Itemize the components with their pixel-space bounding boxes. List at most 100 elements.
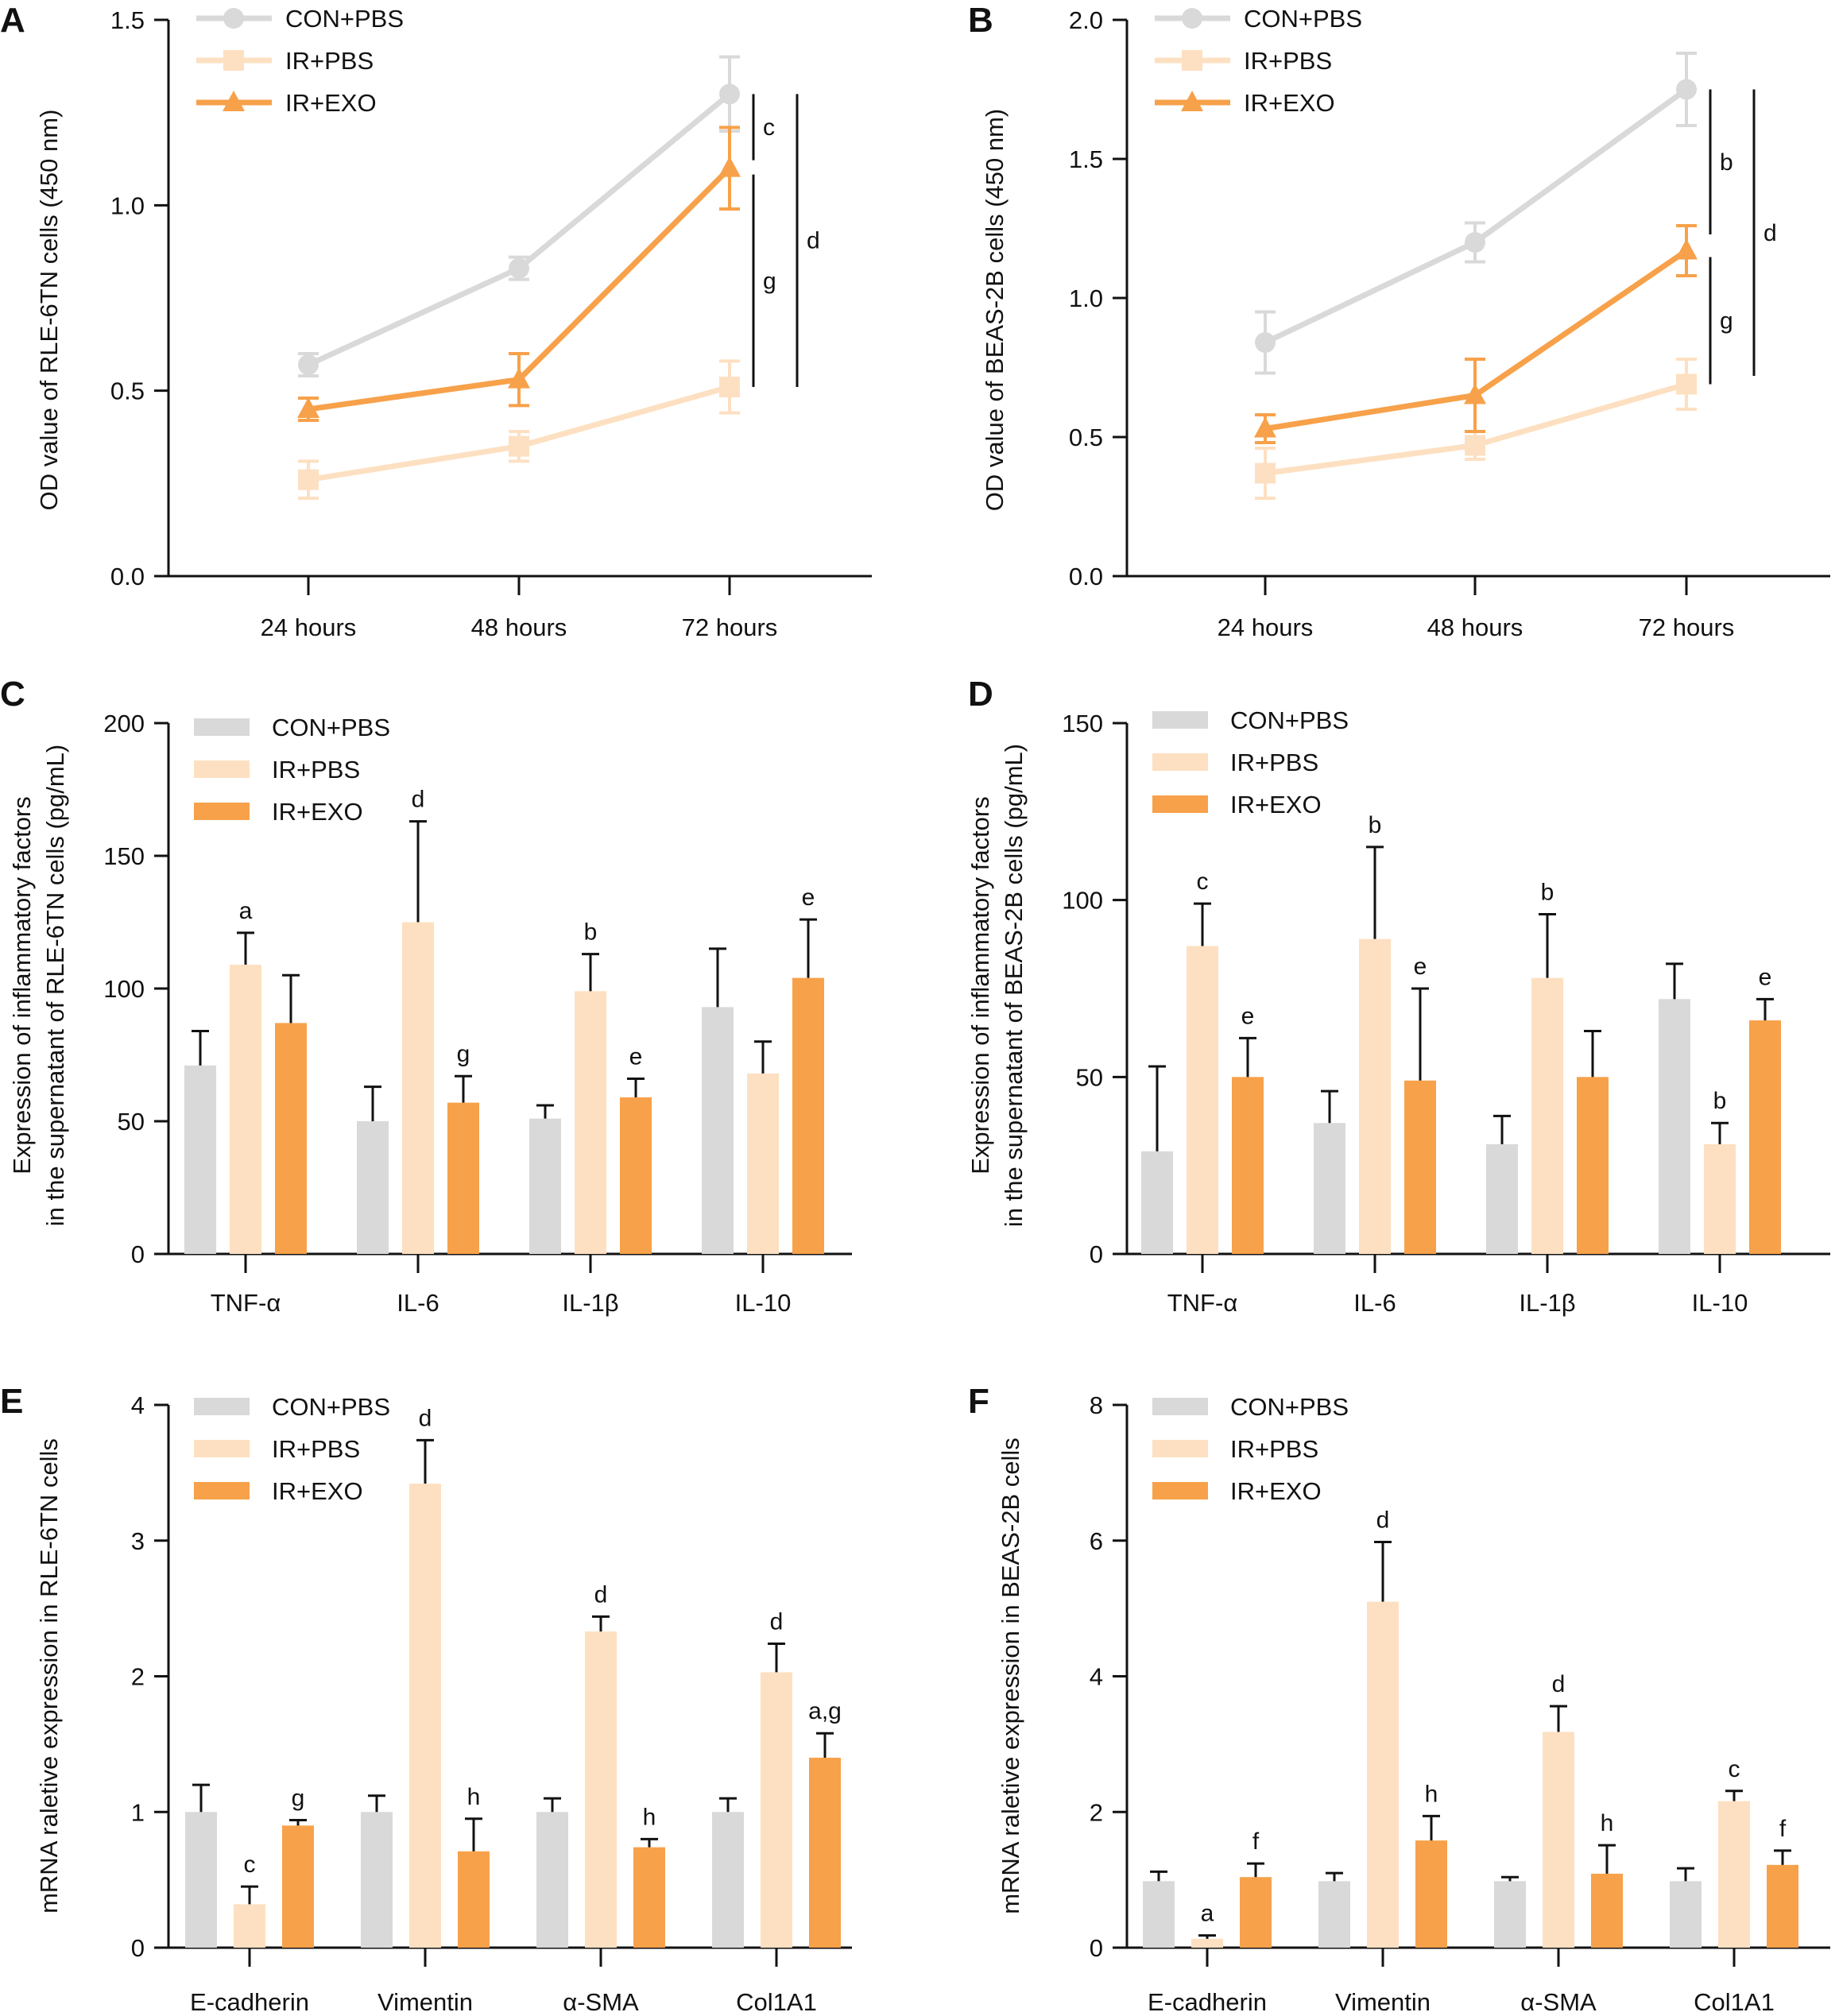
- legend-label: IR+PBS: [1244, 47, 1332, 75]
- y-tick-label: 3: [131, 1527, 145, 1555]
- y-tick-label: 100: [103, 975, 145, 1003]
- significance-label: c: [1729, 1756, 1740, 1782]
- y-tick-label: 8: [1090, 1391, 1103, 1419]
- bar-2: [809, 1757, 841, 1948]
- y-tick-label: 0.5: [1069, 424, 1103, 451]
- bar-1: [230, 964, 261, 1254]
- y-tick-label: 6: [1090, 1527, 1103, 1555]
- panel-a: A 0.0 0.5 1.0 1.5 OD value of RLE-6TN cells (…: [0, 1, 872, 641]
- y-tick-label: 0: [131, 1240, 145, 1268]
- y-axis-label: in the supernatant of BEAS-2B cells (pg/…: [1000, 744, 1028, 1227]
- significance-label: d: [419, 1405, 432, 1431]
- significance-label: b: [1541, 879, 1554, 905]
- bar-0: [185, 1812, 217, 1948]
- significance-label: b: [584, 919, 598, 946]
- bar-2: [1577, 1077, 1609, 1254]
- x-tick-label: IL-10: [735, 1289, 792, 1317]
- x-tick-label: Vimentin: [1335, 1988, 1431, 2016]
- panel-f: F 0 2 4 6 8 mRNA raletive expression in BEAS-2…: [968, 1382, 1830, 2016]
- significance-label: c: [244, 1852, 256, 1878]
- data-point: [1465, 435, 1485, 456]
- bar-2: [620, 1097, 652, 1254]
- data-point: [1254, 416, 1276, 438]
- legend-swatch: [1152, 1482, 1208, 1499]
- bar-1: [234, 1904, 265, 1948]
- data-point: [719, 83, 740, 105]
- bar-1: [761, 1672, 792, 1948]
- legend-marker: [1181, 91, 1203, 111]
- panel-letter: E: [0, 1382, 23, 1421]
- y-tick-label: 2: [131, 1663, 145, 1691]
- bar-2: [633, 1847, 665, 1948]
- x-tick-label: IL-6: [1353, 1289, 1396, 1317]
- significance-label: a: [1201, 1901, 1214, 1927]
- significance-label: e: [1414, 954, 1427, 980]
- x-tick-label: TNF-α: [211, 1289, 281, 1317]
- x-tick-label: 24 hours: [261, 613, 357, 641]
- legend-label: CON+PBS: [1230, 1393, 1349, 1421]
- x-tick-label: α-SMA: [1520, 1988, 1597, 2016]
- y-tick-label: 1.5: [110, 6, 145, 34]
- significance-label: e: [802, 884, 815, 911]
- data-point: [509, 257, 529, 279]
- significance-label: f: [1252, 1828, 1260, 1855]
- legend-swatch: [194, 1482, 250, 1499]
- bar-1: [409, 1484, 441, 1948]
- bar-1: [1359, 938, 1391, 1254]
- legend-swatch: [1152, 753, 1208, 771]
- y-tick-label: 50: [118, 1108, 145, 1136]
- bar-1: [585, 1631, 617, 1948]
- data-point: [509, 435, 529, 457]
- significance-label: h: [1425, 1781, 1438, 1807]
- legend-label: IR+EXO: [272, 1477, 363, 1505]
- legend-label: CON+PBS: [285, 5, 404, 33]
- significance-label: c: [1197, 869, 1209, 895]
- significance-label: d: [1764, 220, 1777, 246]
- bar-2: [1415, 1840, 1447, 1948]
- significance-label: a: [239, 898, 253, 924]
- bar-0: [1494, 1881, 1526, 1948]
- x-tick-label: E-cadherin: [1148, 1988, 1267, 2016]
- legend-label: IR+EXO: [272, 798, 363, 826]
- y-axis-label: mRNA raletive expression in BEAS-2B cell…: [997, 1438, 1024, 1914]
- bar-1: [1543, 1732, 1574, 1948]
- panel-letter: B: [968, 1, 993, 40]
- legend-label: IR+EXO: [1244, 89, 1335, 117]
- legend-marker: [223, 91, 245, 111]
- y-tick-label: 4: [1090, 1663, 1103, 1691]
- legend-label: CON+PBS: [272, 714, 390, 741]
- significance-label: b: [1369, 812, 1382, 838]
- legend-marker: [223, 50, 244, 71]
- y-tick-label: 2.0: [1069, 6, 1103, 34]
- significance-label: e: [1241, 1003, 1255, 1029]
- significance-label: f: [1779, 1816, 1787, 1842]
- bar-0: [529, 1118, 561, 1254]
- legend-swatch: [194, 803, 250, 820]
- y-tick-label: 50: [1076, 1063, 1103, 1091]
- significance-label: d: [412, 787, 425, 813]
- y-axis-label: mRNA raletive expression in RLE-6TN cell…: [35, 1438, 63, 1913]
- bar-2: [1404, 1080, 1436, 1254]
- significance-label: b: [1720, 149, 1733, 176]
- bar-2: [275, 1023, 307, 1254]
- bar-1: [747, 1073, 779, 1254]
- panel-letter: F: [968, 1382, 989, 1421]
- bar-0: [357, 1121, 389, 1254]
- y-tick-label: 0: [1090, 1934, 1103, 1962]
- significance-label: h: [643, 1804, 656, 1830]
- bar-2: [792, 977, 824, 1254]
- data-point: [298, 354, 319, 375]
- x-tick-label: Col1A1: [1694, 1988, 1775, 2016]
- bar-0: [184, 1065, 216, 1254]
- x-tick-label: IL-1β: [1519, 1289, 1575, 1317]
- panel-d: D 0 50 100 150 Expression of inflammatory fac…: [966, 675, 1830, 1317]
- significance-label: g: [292, 1785, 305, 1811]
- bar-2: [1240, 1877, 1272, 1948]
- y-tick-label: 2: [1090, 1798, 1103, 1826]
- panel-c: C 0 50 100 150 200 Expression of inflammatory …: [0, 675, 852, 1317]
- bar-2: [1767, 1864, 1798, 1948]
- significance-label: e: [1759, 964, 1772, 990]
- legend-label: IR+PBS: [1230, 749, 1318, 776]
- x-tick-label: 48 hours: [471, 613, 567, 641]
